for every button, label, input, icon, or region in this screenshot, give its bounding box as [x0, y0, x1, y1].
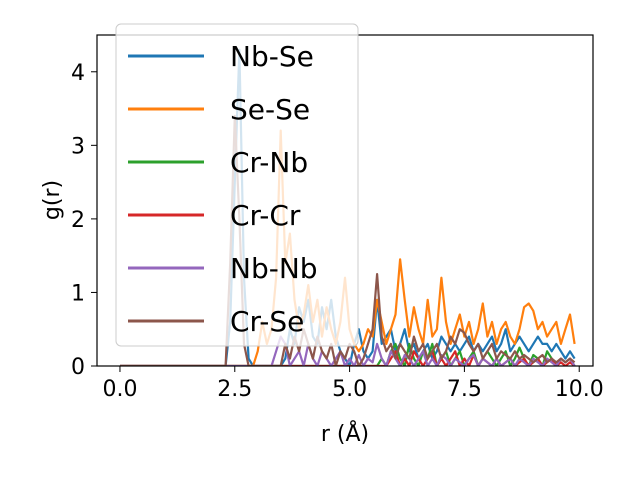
- legend-box: [115, 23, 359, 347]
- y-tick-label: 1: [71, 281, 85, 306]
- x-tick-label: 10.0: [555, 377, 604, 402]
- legend-label: Cr-Se: [230, 305, 304, 338]
- y-tick-label: 0: [71, 355, 85, 380]
- y-axis-label: g(r): [40, 180, 65, 220]
- x-tick-label: 0.0: [102, 377, 137, 402]
- y-tick-label: 2: [71, 208, 85, 233]
- series-line-nb-nb: [120, 335, 576, 366]
- series-line-cr-cr: [120, 350, 576, 366]
- legend: Nb-Se Se-Se Cr-Nb Cr-Cr Nb-Nb Cr-Se: [115, 23, 359, 347]
- x-axis-label: r (Å): [321, 420, 369, 447]
- legend-label: Nb-Se: [230, 40, 314, 73]
- legend-label: Cr-Cr: [230, 199, 301, 232]
- x-tick-label: 2.5: [217, 377, 252, 402]
- x-tick-label: 5.0: [332, 377, 367, 402]
- x-axis-ticks: 0.0 2.5 5.0 7.5 10.0: [102, 366, 604, 402]
- x-tick-label: 7.5: [447, 377, 482, 402]
- y-tick-label: 3: [71, 134, 85, 159]
- legend-label: Nb-Nb: [230, 252, 318, 285]
- legend-label: Se-Se: [230, 93, 310, 126]
- y-tick-label: 4: [71, 61, 85, 86]
- y-axis-ticks: 0 1 2 3 4: [71, 61, 97, 380]
- legend-label: Cr-Nb: [230, 146, 308, 179]
